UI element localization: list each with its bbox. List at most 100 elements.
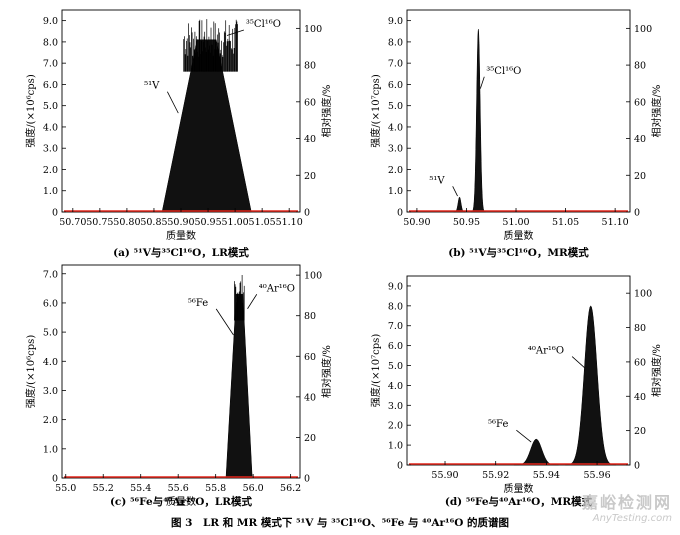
y-tick-label: 4.0: [43, 122, 58, 133]
y-axis-title: 强度/(×10⁶cps): [24, 74, 37, 148]
x-tick-label: 50.95: [194, 217, 221, 228]
y2-tick-label: 0: [304, 208, 310, 219]
annotation-line: [247, 294, 258, 309]
y-tick-label: 4.0: [43, 357, 58, 368]
y-tick-label: 8.0: [388, 301, 403, 312]
y2-tick-label: 40: [634, 392, 646, 403]
x-axis-title: 质量数: [504, 229, 534, 242]
y-axis-title: 强度/(×10⁶cps): [24, 335, 37, 409]
x-tick-label: 50.95: [453, 217, 480, 228]
y2-tick-label: 80: [304, 61, 316, 72]
x-tick-label: 55.2: [93, 483, 114, 494]
annotation-label: ⁵¹V: [144, 81, 160, 92]
x-axis-title: 质量数: [504, 482, 534, 495]
y2-axis-title: 相对强度/%: [650, 344, 663, 397]
y2-tick-label: 60: [634, 97, 646, 108]
peak-d-1: [565, 305, 617, 466]
annotation-line: [215, 308, 234, 336]
annotation-label: ⁴⁰Ar¹⁶O: [528, 346, 564, 357]
peak-b-0: [453, 196, 466, 213]
x-axis-title: 质量数: [166, 495, 196, 508]
watermark-url: AnyTesting.com: [592, 513, 672, 524]
annotation-line: [571, 356, 585, 368]
y-tick-label: 5.0: [388, 361, 403, 372]
y-tick-label: 7.0: [43, 269, 58, 280]
y-tick-label: 9.0: [43, 16, 58, 27]
y-tick-label: 0: [397, 461, 403, 472]
annotation-line: [226, 29, 245, 36]
watermark-text: 嘉峪检测网: [581, 493, 672, 512]
x-tick-label: 55.94: [533, 470, 560, 481]
peak-group: [225, 275, 253, 479]
y2-tick-label: 20: [634, 426, 646, 437]
peak-d-0: [513, 438, 559, 466]
plot-frame: [61, 264, 301, 479]
x-tick-label: 51.10: [276, 217, 303, 228]
peak-c-0: [225, 293, 253, 479]
x-tick-label: 56.2: [280, 483, 301, 494]
y2-axis-title: 相对强度/%: [650, 85, 663, 138]
y-tick-label: 9.0: [388, 281, 403, 292]
y2-tick-label: 0: [634, 461, 640, 472]
y2-tick-label: 40: [304, 134, 316, 145]
plot-frame: [406, 9, 631, 213]
y-tick-label: 1.0: [388, 441, 403, 452]
y2-tick-label: 100: [304, 271, 322, 282]
y-tick-label: 1.0: [43, 444, 58, 455]
x-tick-label: 51.05: [552, 217, 579, 228]
annotation-label: ⁴⁰Ar¹⁶O: [259, 283, 295, 294]
x-tick-label: 51.00: [502, 217, 529, 228]
peak-group: [513, 305, 617, 466]
annotation-line: [479, 76, 485, 89]
peak-a-0: [161, 39, 252, 213]
y2-tick-label: 0: [304, 474, 310, 485]
x-tick-label: 51.05: [249, 217, 276, 228]
x-tick-label: 55.4: [130, 483, 151, 494]
peak-b-1: [470, 29, 486, 213]
y-tick-label: 5.0: [388, 101, 403, 112]
y2-tick-label: 60: [304, 97, 316, 108]
x-tick-label: 55.6: [168, 483, 189, 494]
y2-tick-label: 80: [304, 311, 316, 322]
x-tick-label: 50.90: [403, 217, 430, 228]
x-tick-label: 55.8: [205, 483, 226, 494]
x-tick-label: 55.92: [482, 470, 509, 481]
panel-caption: (a) ⁵¹V与³⁵Cl¹⁶O，LR模式: [113, 246, 249, 259]
y2-tick-label: 40: [634, 134, 646, 145]
y-tick-label: 1.0: [43, 186, 58, 197]
panel-caption: (b) ⁵¹V与³⁵Cl¹⁶O，MR模式: [448, 246, 589, 259]
x-tick-label: 50.70: [59, 217, 86, 228]
figure-caption: 图 3 LR 和 MR 模式下 ⁵¹V 与 ³⁵Cl¹⁶O、⁵⁶Fe 与 ⁴⁰A…: [171, 516, 509, 529]
y-axis-title: 强度/(×10⁷cps): [369, 334, 382, 408]
annotation-line: [516, 429, 532, 443]
y2-tick-label: 100: [634, 24, 652, 35]
panel-a: 50.70 50.75 50.80 50.85 50.90 50.95 51.00 51.05…: [24, 9, 333, 259]
y-tick-label: 8.0: [43, 37, 58, 48]
y2-tick-label: 40: [304, 392, 316, 403]
y-tick-label: 0: [52, 208, 58, 219]
panel-caption: (c) ⁵⁶Fe与⁴⁰Ar¹⁶O，LR模式: [110, 495, 253, 508]
annotation-label: ⁵¹V: [429, 175, 445, 186]
y-tick-label: 7.0: [43, 59, 58, 70]
y-tick-label: 3.0: [388, 401, 403, 412]
y-tick-label: 2.0: [43, 415, 58, 426]
y-tick-label: 2.0: [388, 421, 403, 432]
x-tick-label: 51.00: [221, 217, 248, 228]
y2-tick-label: 100: [634, 289, 652, 300]
annotation-line: [167, 91, 179, 114]
x-tick-label: 50.80: [113, 217, 140, 228]
x-axis-title: 质量数: [166, 229, 196, 242]
x-tick-label: 55.96: [583, 470, 610, 481]
annotation-label: ³⁵Cl¹⁶O: [486, 66, 521, 77]
y2-axis-title: 相对强度/%: [320, 345, 333, 398]
annotation-label: ⁵⁶Fe: [188, 298, 208, 309]
y-tick-label: 0: [397, 208, 403, 219]
y-tick-label: 5.0: [43, 101, 58, 112]
x-tick-label: 56.0: [243, 483, 264, 494]
y2-tick-label: 0: [634, 208, 640, 219]
watermark: 嘉峪检测网 AnyTesting.com: [472, 489, 672, 524]
panel-d: 55.90 55.92 55.94 55.96 0 1.0 2.0 3.0 4.0 5.0 6.0 7…: [369, 275, 663, 508]
y2-tick-label: 60: [634, 357, 646, 368]
x-tick-label: 51.10: [602, 217, 629, 228]
